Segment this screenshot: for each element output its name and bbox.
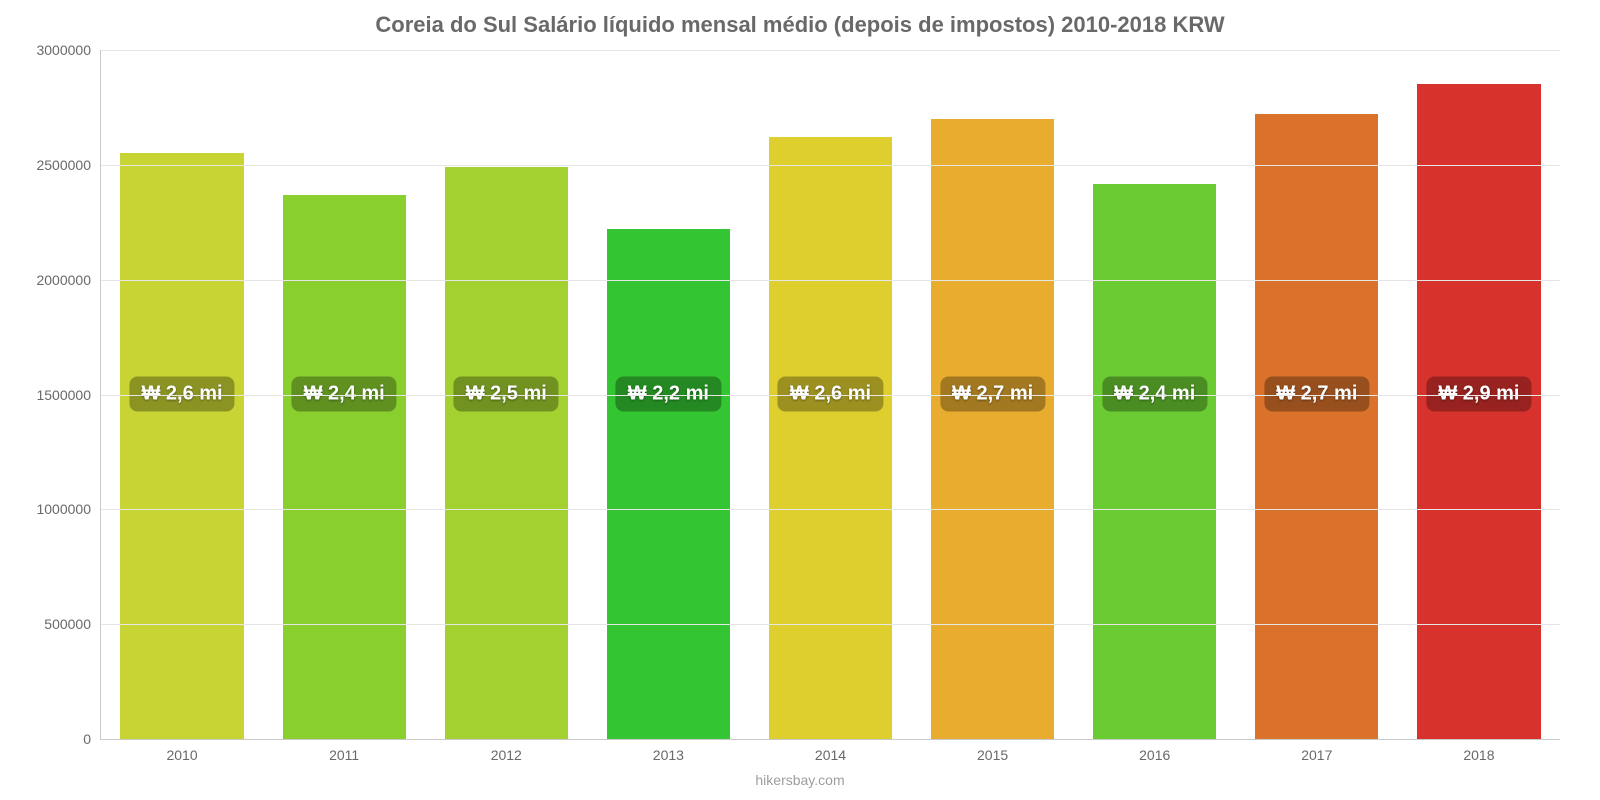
salary-bar-chart: Coreia do Sul Salário líquido mensal méd… xyxy=(0,0,1600,800)
xtick-label: 2012 xyxy=(491,739,522,763)
bar: ₩ 2,7 mi xyxy=(1255,114,1378,739)
plot-area: ₩ 2,6 mi2010₩ 2,4 mi2011₩ 2,5 mi2012₩ 2,… xyxy=(100,50,1560,740)
gridline xyxy=(101,50,1560,51)
xtick-label: 2014 xyxy=(815,739,846,763)
bar: ₩ 2,5 mi xyxy=(445,167,568,739)
xtick-label: 2016 xyxy=(1139,739,1170,763)
xtick-label: 2018 xyxy=(1463,739,1494,763)
ytick-label: 500000 xyxy=(44,616,101,632)
ytick-label: 3000000 xyxy=(36,42,101,58)
ytick-label: 2500000 xyxy=(36,157,101,173)
xtick-label: 2017 xyxy=(1301,739,1332,763)
bar: ₩ 2,6 mi xyxy=(769,137,892,739)
xtick-label: 2015 xyxy=(977,739,1008,763)
gridline xyxy=(101,165,1560,166)
bar: ₩ 2,9 mi xyxy=(1417,84,1540,739)
xtick-label: 2013 xyxy=(653,739,684,763)
bar: ₩ 2,2 mi xyxy=(607,229,730,739)
gridline xyxy=(101,509,1560,510)
xtick-label: 2011 xyxy=(329,739,359,763)
chart-title: Coreia do Sul Salário líquido mensal méd… xyxy=(0,0,1600,38)
gridline xyxy=(101,395,1560,396)
bar: ₩ 2,4 mi xyxy=(283,195,406,739)
xtick-label: 2010 xyxy=(166,739,197,763)
bar: ₩ 2,7 mi xyxy=(931,119,1054,739)
chart-footer: hikersbay.com xyxy=(755,772,844,788)
gridline xyxy=(101,624,1560,625)
ytick-label: 2000000 xyxy=(36,272,101,288)
ytick-label: 1000000 xyxy=(36,501,101,517)
bar: ₩ 2,4 mi xyxy=(1093,184,1216,739)
bar: ₩ 2,6 mi xyxy=(120,153,243,739)
gridline xyxy=(101,280,1560,281)
ytick-label: 1500000 xyxy=(36,387,101,403)
ytick-label: 0 xyxy=(83,731,101,747)
